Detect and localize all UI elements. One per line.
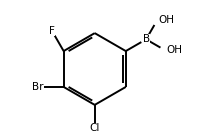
Text: OH: OH	[159, 15, 174, 25]
Text: Br: Br	[32, 82, 43, 92]
Text: Cl: Cl	[90, 123, 100, 133]
Text: OH: OH	[167, 45, 183, 55]
Text: B: B	[143, 34, 150, 44]
Text: F: F	[49, 26, 55, 36]
